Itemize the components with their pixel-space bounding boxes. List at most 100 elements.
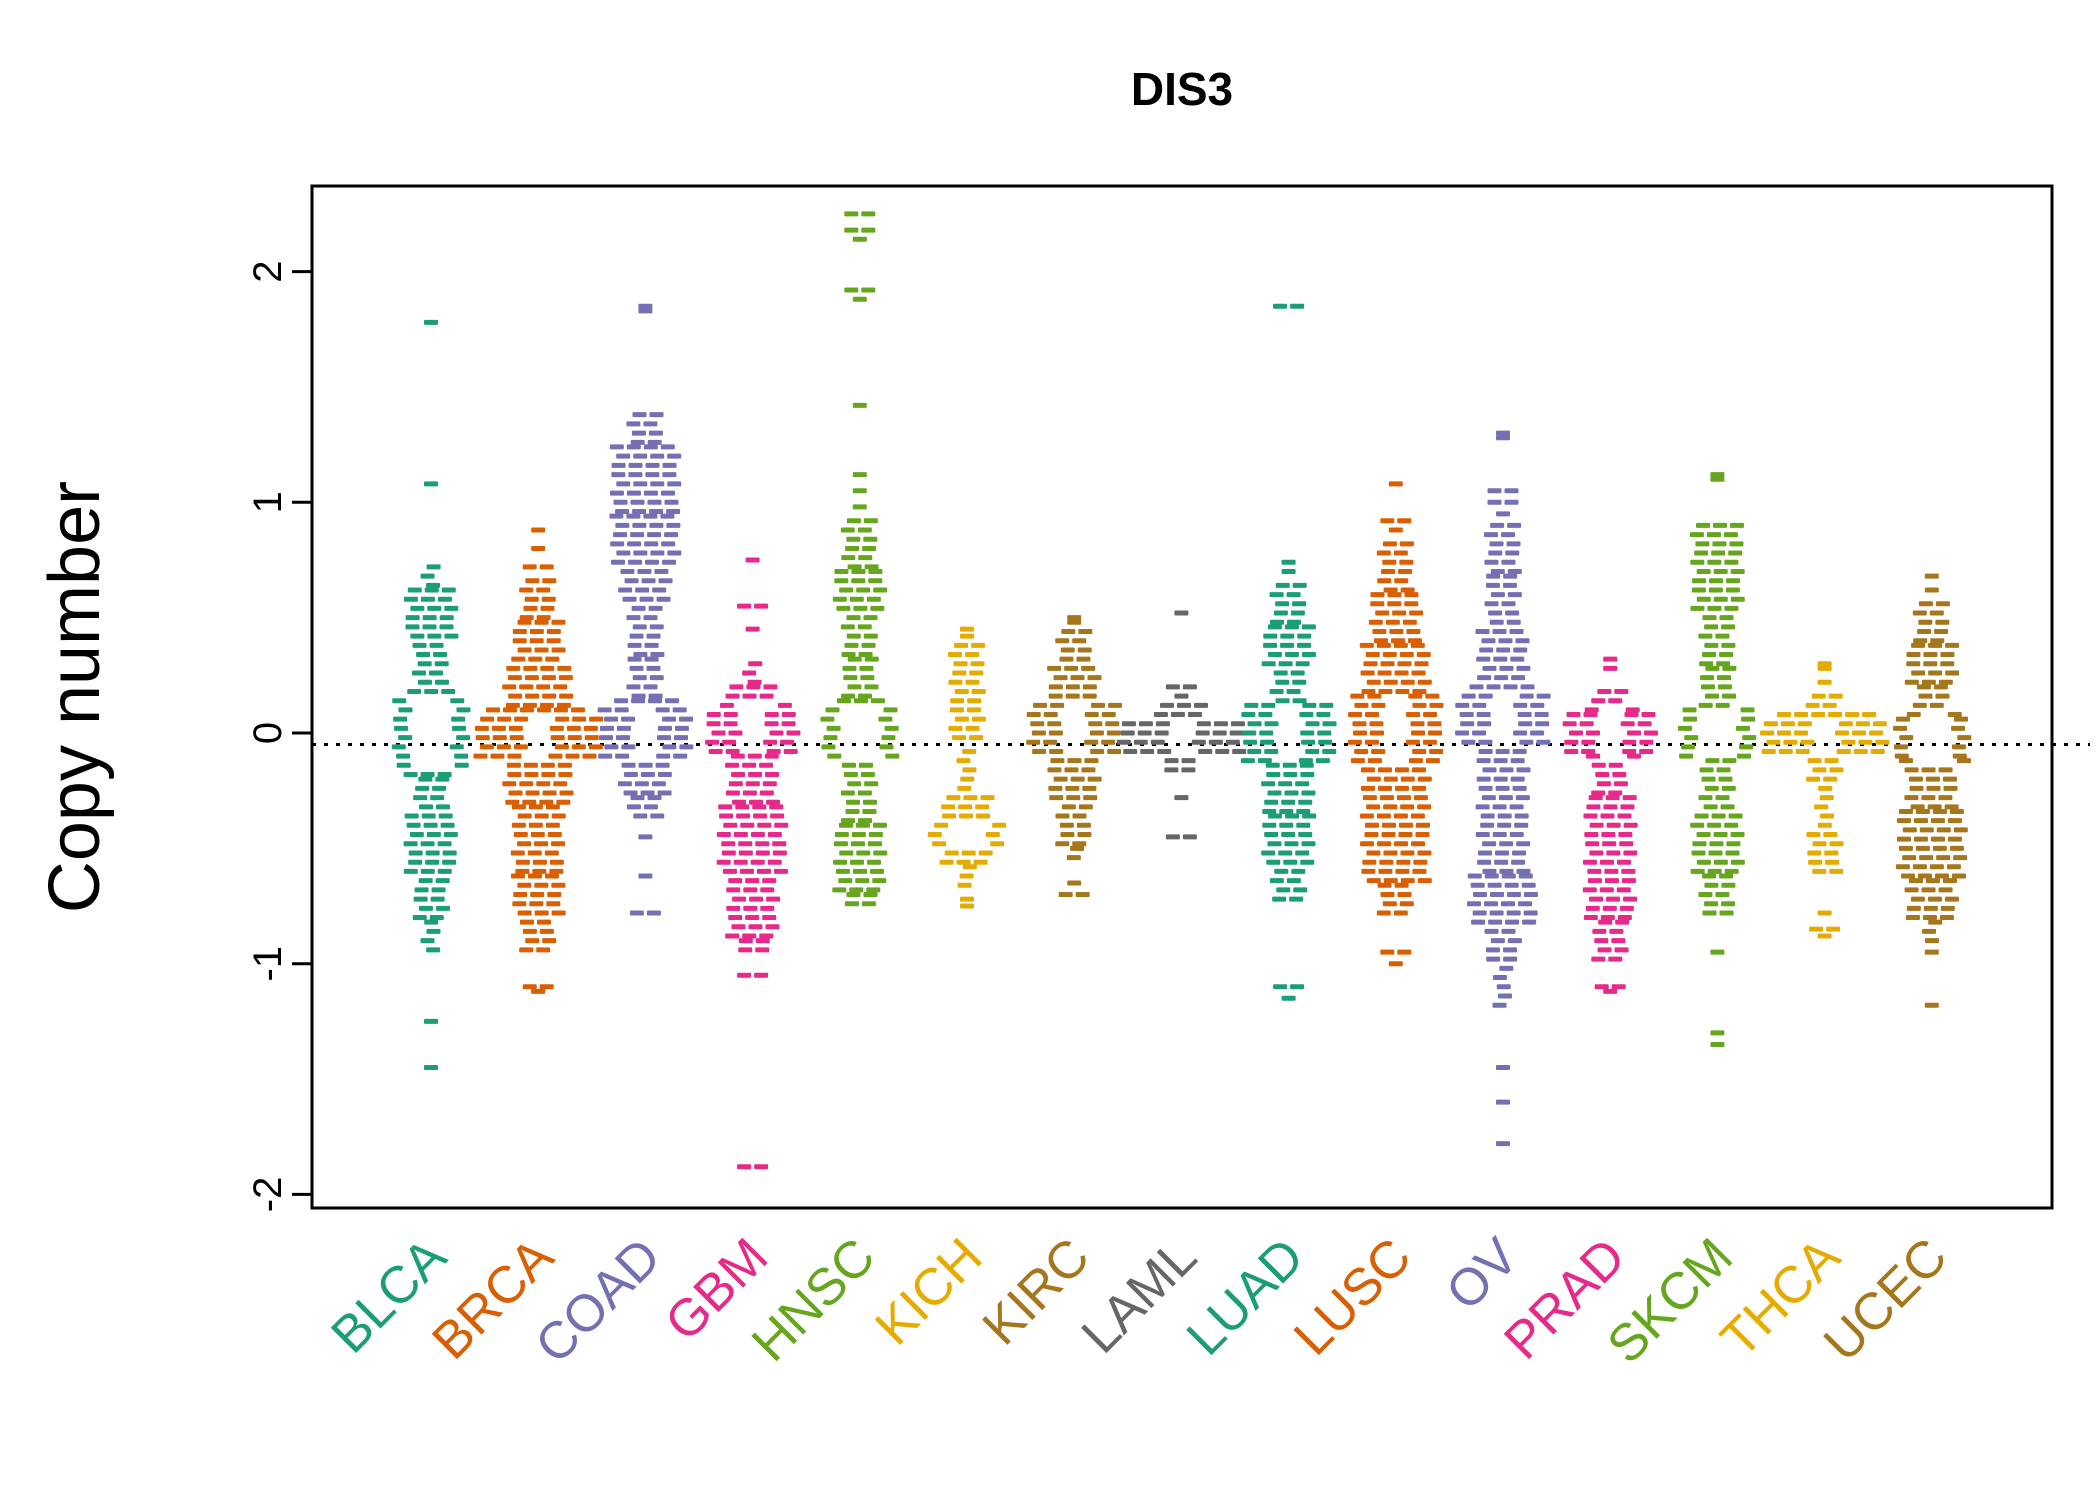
data-dash <box>1070 675 1085 681</box>
data-dash <box>1283 859 1298 865</box>
data-dash <box>1501 928 1516 934</box>
data-dash <box>1290 984 1305 990</box>
data-dash <box>763 684 778 690</box>
data-dash <box>733 832 748 838</box>
data-dash <box>708 748 723 754</box>
data-dash <box>1809 926 1824 932</box>
data-dash <box>556 799 571 805</box>
data-dash <box>523 665 538 671</box>
data-dash <box>839 587 854 593</box>
data-dash <box>528 656 543 662</box>
data-dash <box>1928 642 1943 648</box>
data-dash <box>1709 578 1724 584</box>
data-dash <box>1621 868 1636 874</box>
data-dash <box>512 638 527 644</box>
data-dash <box>1392 610 1407 616</box>
data-dash <box>1360 841 1375 847</box>
data-dash <box>1824 758 1839 764</box>
data-dash <box>1400 587 1415 593</box>
data-dash <box>742 762 757 768</box>
data-dash <box>1696 859 1711 865</box>
data-dash <box>554 744 569 750</box>
data-dash <box>1281 832 1296 838</box>
data-dash <box>523 762 538 768</box>
data-dash <box>604 716 619 722</box>
data-dash <box>1583 915 1598 921</box>
data-dash <box>589 716 604 722</box>
data-dash <box>1383 850 1398 856</box>
data-dash <box>1594 984 1609 990</box>
data-dash <box>1225 739 1240 745</box>
data-dash <box>529 628 544 634</box>
data-dash <box>420 868 435 874</box>
data-dash <box>1938 887 1953 893</box>
data-dash <box>1691 850 1706 856</box>
data-dash <box>1495 785 1510 791</box>
data-dash <box>432 785 447 791</box>
data-dash <box>658 578 673 584</box>
data-dash <box>1589 822 1604 828</box>
data-dash <box>1366 850 1381 856</box>
data-dash <box>960 626 974 632</box>
data-dash <box>859 665 874 671</box>
data-dash <box>852 236 867 242</box>
data-dash <box>1904 795 1919 801</box>
data-dash <box>542 938 557 944</box>
data-dash <box>1395 688 1410 694</box>
data-dash <box>1195 730 1210 736</box>
data-dash <box>1383 679 1398 685</box>
data-dash <box>420 596 435 602</box>
data-dash <box>749 799 764 805</box>
data-dash <box>838 822 853 828</box>
data-dash <box>517 813 532 819</box>
data-dash <box>1905 915 1920 921</box>
data-dash <box>1496 647 1511 653</box>
data-dash <box>1244 702 1259 708</box>
data-dash <box>1381 822 1396 828</box>
data-dash <box>766 748 781 754</box>
data-dash <box>1805 702 1820 708</box>
data-dash <box>1070 776 1085 782</box>
data-dash <box>1293 887 1308 893</box>
data-dash <box>511 656 526 662</box>
data-dash <box>420 573 435 579</box>
data-dash <box>434 661 449 667</box>
data-dash <box>420 841 435 847</box>
data-dash <box>1869 730 1884 736</box>
data-dash <box>582 753 597 759</box>
data-dash <box>527 850 542 856</box>
data-dash <box>660 513 675 519</box>
data-dash <box>855 878 870 884</box>
x-category-label: KIRC <box>972 1227 1101 1356</box>
data-dash <box>643 615 658 621</box>
data-dash <box>427 633 442 639</box>
data-dash <box>647 795 662 801</box>
data-dash <box>728 730 743 736</box>
data-dash <box>614 698 629 704</box>
data-dash <box>1938 679 1953 685</box>
data-dash <box>1067 880 1082 886</box>
data-dash <box>1229 730 1244 736</box>
data-dash <box>610 541 625 547</box>
data-dash <box>1370 601 1385 607</box>
data-dash <box>820 716 835 722</box>
data-dash <box>1514 813 1529 819</box>
data-dash <box>1945 670 1960 676</box>
data-dash <box>1518 873 1533 879</box>
data-dash <box>392 698 407 704</box>
data-dash <box>1417 804 1432 810</box>
data-dash <box>1026 739 1041 745</box>
data-dash <box>631 693 646 699</box>
data-dash <box>1429 702 1444 708</box>
data-dash <box>1698 702 1713 708</box>
data-dash <box>1710 1041 1725 1047</box>
data-dash <box>1417 850 1432 856</box>
data-dash <box>1427 730 1442 736</box>
data-dash <box>609 513 624 519</box>
data-dash <box>657 772 672 778</box>
data-dash <box>1499 965 1514 971</box>
data-dash <box>750 859 765 865</box>
data-dash <box>1497 822 1512 828</box>
data-dash <box>1692 578 1707 584</box>
data-dash <box>1492 832 1507 838</box>
